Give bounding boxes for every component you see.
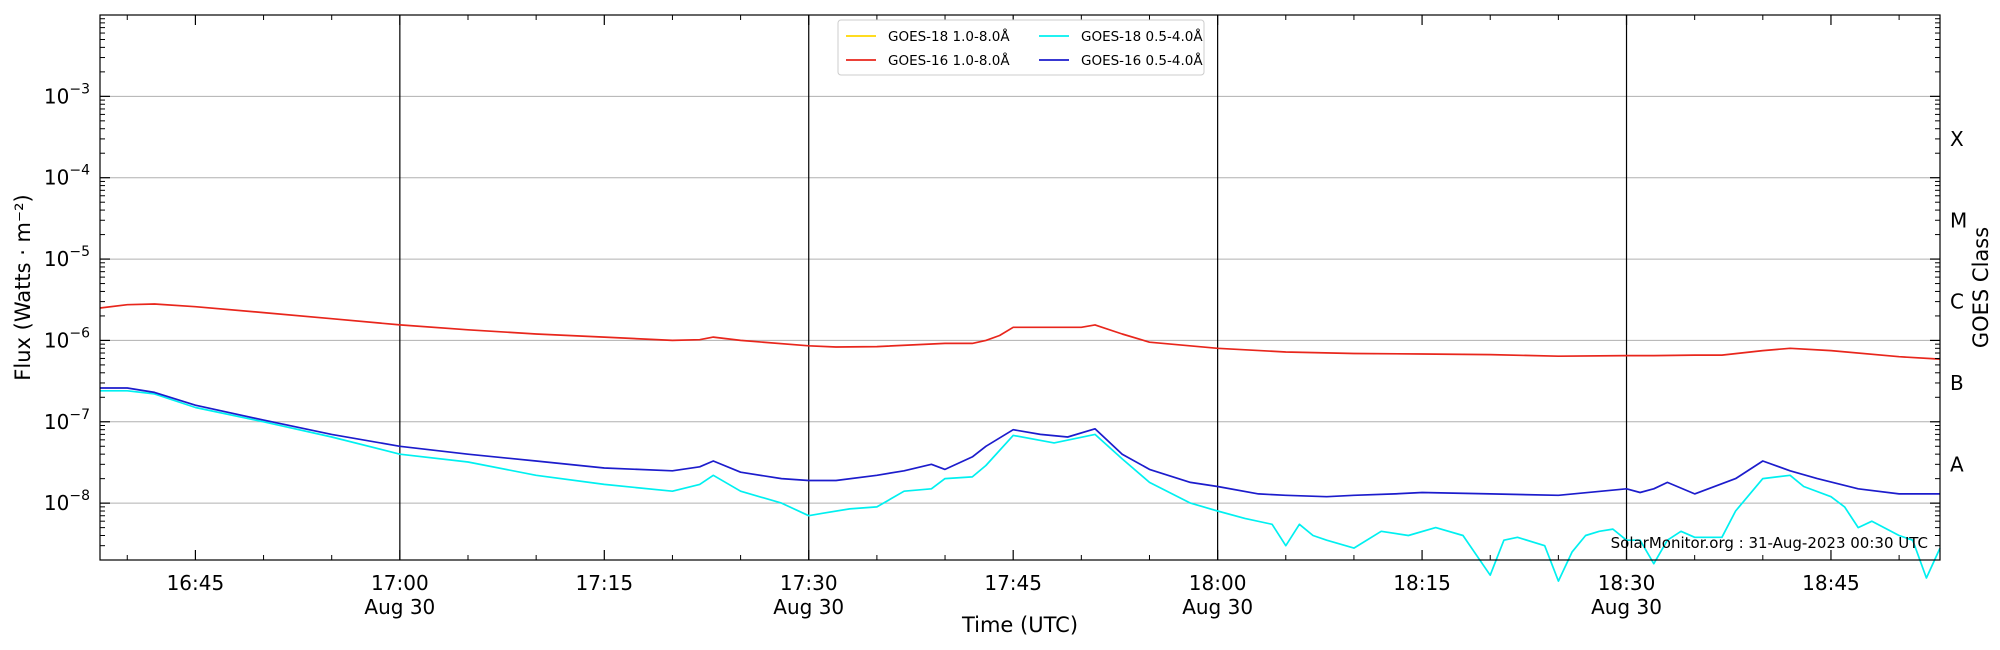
goes-class-label: M — [1950, 208, 1967, 232]
y-tick-label: 10−3 — [44, 81, 90, 108]
legend-items: GOES-18 1.0-8.0Å GOES-16 1.0-8.0Å GOES-18 … — [846, 28, 1203, 69]
y-tick-label: 10−5 — [44, 244, 90, 271]
x-tick-label: 18:00 — [1189, 571, 1247, 595]
legend-label: GOES-18 1.0-8.0Å — [888, 28, 1010, 45]
legend-label: GOES-18 0.5-4.0Å — [1081, 28, 1203, 45]
series-layer — [99, 303, 1941, 582]
x-tick-label: 16:45 — [167, 571, 225, 595]
x-tick-date-label: Aug 30 — [773, 595, 844, 619]
series-line — [99, 303, 1941, 360]
y-tick-label: 10−8 — [44, 488, 90, 515]
goes-class-label: C — [1950, 290, 1964, 314]
y-tick-label: 10−4 — [44, 163, 90, 190]
grid-layer — [100, 95, 1940, 504]
x-tick-label: 18:15 — [1393, 571, 1451, 595]
x-tick-label: 17:15 — [575, 571, 633, 595]
y-tick-label: 10−7 — [44, 407, 90, 434]
goes-class-label: X — [1950, 127, 1964, 151]
x-tick-date-label: Aug 30 — [364, 595, 435, 619]
right-axis-label: GOES Class — [1969, 227, 1993, 348]
x-tick-label: 17:45 — [984, 571, 1042, 595]
x-tick-label: 18:45 — [1802, 571, 1860, 595]
x-tick-label: 17:00 — [371, 571, 429, 595]
plot-frame — [99, 14, 1941, 561]
goes-class-labels: A B C M X — [1950, 127, 1967, 476]
vertical-marker-layer — [399, 15, 1628, 560]
y-tick-label: 10−6 — [44, 325, 90, 352]
goes-class-label: B — [1950, 371, 1964, 395]
y-axis-label: Flux (Watts · m⁻²) — [11, 194, 35, 380]
tick-layer — [100, 15, 1940, 561]
goes-class-label: A — [1950, 452, 1964, 476]
x-axis-label: Time (UTC) — [961, 613, 1078, 637]
legend-label: GOES-16 1.0-8.0Å — [888, 52, 1010, 69]
series-line — [100, 387, 1940, 498]
credit-text: SolarMonitor.org : 31-Aug-2023 00:30 UTC — [1611, 534, 1928, 552]
legend-label: GOES-16 0.5-4.0Å — [1081, 52, 1203, 69]
y-tick-labels: 10−8 10−7 10−6 10−5 10−4 10−3 — [44, 81, 90, 515]
legend: GOES-18 1.0-8.0Å GOES-16 1.0-8.0Å GOES-18 … — [837, 19, 1205, 76]
legend-box — [837, 19, 1205, 76]
x-tick-date-label: Aug 30 — [1182, 595, 1253, 619]
x-tick-label: 18:30 — [1598, 571, 1656, 595]
x-tick-label: 17:30 — [780, 571, 838, 595]
series-line — [100, 389, 1941, 582]
x-tick-date-label: Aug 30 — [1591, 595, 1662, 619]
